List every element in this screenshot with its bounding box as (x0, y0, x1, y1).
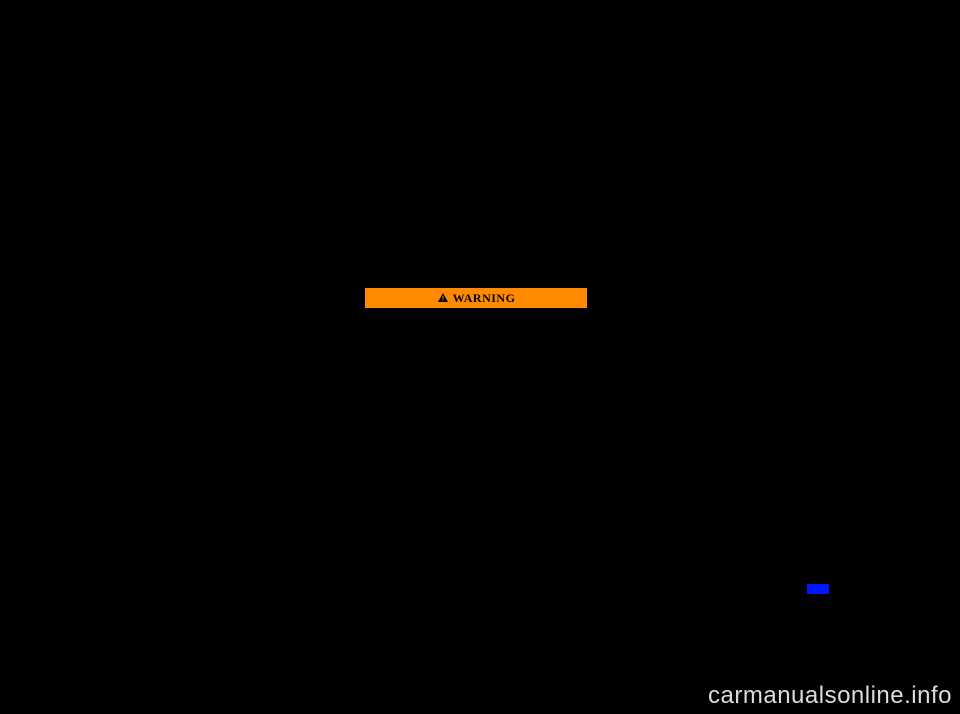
col1-p2: The National Highway Traffic Safety Admi… (126, 239, 350, 352)
watermark: carmanualsonline.info (708, 682, 952, 710)
warning-label: WARNING (453, 290, 516, 306)
section-heading: Driver and Passenger Safety (126, 105, 276, 121)
page-link-bar[interactable]: 35 (807, 584, 829, 594)
col1-subhead: All Children Should Sit in a Back Seat (126, 152, 350, 168)
bullet-dot-icon: • (602, 215, 616, 264)
warning-box: WARNING Children who are unrestrained or… (364, 287, 588, 461)
col3-p1: If the passenger's front airbag inflates… (602, 152, 826, 201)
footer-text-before: Protecting Children — General Guidelines… (562, 584, 805, 596)
warning-header: WARNING (365, 288, 587, 308)
col3-b2-lead: Small Children (616, 369, 699, 383)
col2-subhead: The Passenger's Front Airbag Can Pose Se… (364, 152, 588, 184)
continued-label: CONTINUED (126, 461, 350, 475)
page-title: Protecting Children — General Guidelines (126, 120, 436, 140)
column-3: If the passenger's front airbag inflates… (602, 152, 826, 443)
warning-p1: Children who are unrestrained or imprope… (375, 316, 577, 363)
bullet-dot-icon: • (602, 368, 616, 433)
col3-b1-lead: Infants (616, 216, 653, 230)
col1-p3: Children who ride in back are less likel… (126, 366, 350, 447)
col3-bullet-1: • Infants — Never put a rear-facing chil… (602, 215, 826, 264)
footer-rule (562, 578, 840, 579)
warning-p2: A child who is too small for a seat belt… (375, 373, 577, 451)
column-1: All Children Should Sit in a Back Seat A… (126, 152, 350, 475)
car-icon (86, 586, 116, 604)
warning-body: Children who are unrestrained or imprope… (365, 308, 587, 460)
col3-p2: If the vehicle seat is too far forward, … (602, 273, 826, 354)
footer-text-after: ) (831, 584, 835, 596)
col3-b2: Small Children — Placing a forward-facin… (616, 368, 826, 433)
warning-triangle-icon (437, 292, 449, 304)
col3-bullet-2: • Small Children — Placing a forward-fac… (602, 368, 826, 433)
footer-seepage: Protecting Children — General Guidelines… (562, 584, 840, 596)
col1-p1: According to accident statistics, childr… (126, 176, 350, 225)
col3-b1: Infants — Never put a rear-facing child … (616, 215, 826, 264)
col2-p1: Front airbags have been designed to help… (364, 192, 588, 273)
manual-page: Driver and Passenger Safety Protecting C… (0, 0, 960, 714)
column-2: The Passenger's Front Airbag Can Pose Se… (364, 152, 588, 475)
page-number: 35 (128, 606, 143, 623)
header-rule (126, 98, 834, 99)
